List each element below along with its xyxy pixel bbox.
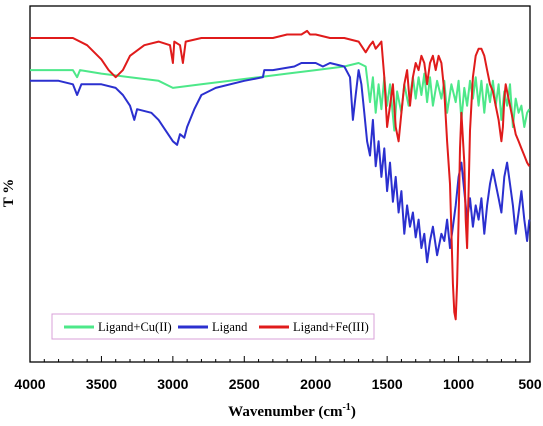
x-tick-label: 4000 — [14, 376, 45, 392]
x-axis-title-main: Wavenumber (cm — [228, 404, 343, 420]
series-line-ligand-cu-ii — [30, 62, 531, 132]
y-axis-title: T % — [1, 179, 17, 207]
x-tick-label: 3000 — [157, 376, 188, 392]
x-tick-label: 500 — [518, 376, 542, 392]
series-line-ligand — [30, 62, 531, 264]
x-tick-label: 1000 — [443, 376, 474, 392]
x-axis-ticks — [29, 356, 531, 362]
legend-label: Ligand+Fe(III) — [293, 320, 369, 334]
legend: Ligand+Cu(II) Ligand Ligand+Fe(III) — [51, 313, 375, 340]
legend-label: Ligand — [212, 320, 248, 334]
x-axis-title: Wavenumber (cm-1) — [228, 402, 356, 420]
plot-frame — [29, 5, 531, 363]
x-axis-tick-labels: 4000 3500 3000 2500 2000 1500 1000 500 — [14, 376, 541, 392]
x-axis-title-end: ) — [351, 404, 356, 420]
x-axis-title-exponent: -1 — [342, 402, 350, 413]
series-layer — [30, 29, 531, 321]
legend-box — [51, 313, 375, 340]
x-tick-label: 1500 — [372, 376, 403, 392]
x-tick-label: 2000 — [300, 376, 331, 392]
series-line-ligand-fe-iii — [30, 29, 531, 321]
legend-label: Ligand+Cu(II) — [98, 320, 172, 334]
legend-items: Ligand+Cu(II) Ligand Ligand+Fe(III) — [64, 320, 369, 334]
x-tick-label: 3500 — [86, 376, 117, 392]
x-tick-label: 2500 — [229, 376, 260, 392]
